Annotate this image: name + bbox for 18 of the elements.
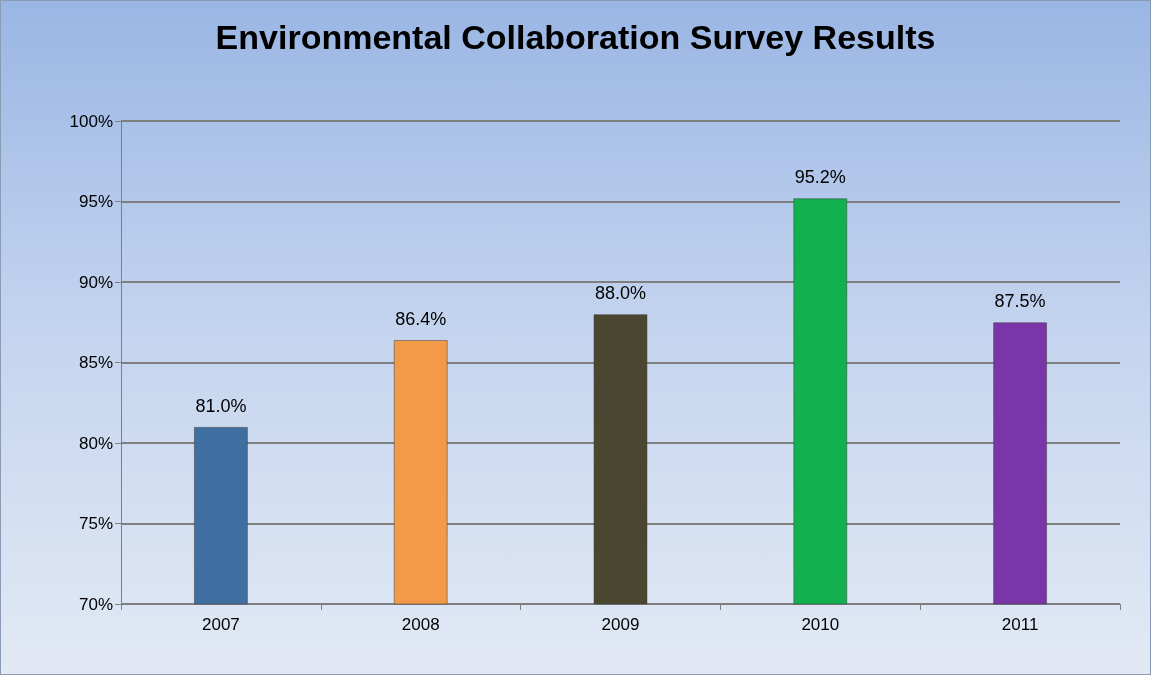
chart-title: Environmental Collaboration Survey Results bbox=[215, 18, 936, 56]
y-tick-label: 70% bbox=[78, 594, 113, 614]
data-label: 87.5% bbox=[994, 291, 1046, 312]
y-tick-label: 75% bbox=[78, 514, 113, 533]
x-tick-label: 2008 bbox=[401, 615, 440, 634]
y-tick-label: 100% bbox=[69, 111, 113, 131]
y-tick-label: 80% bbox=[78, 433, 113, 453]
data-label: 81.0% bbox=[195, 395, 247, 416]
x-tick-label: 2011 bbox=[1001, 615, 1039, 634]
data-label: 88.0% bbox=[594, 283, 647, 304]
y-tick-label: 95% bbox=[78, 192, 113, 211]
y-tick-label: 90% bbox=[78, 272, 113, 292]
data-label: 95.2% bbox=[794, 167, 846, 188]
x-tick-label: 2007 bbox=[201, 615, 240, 634]
y-tick-label: 85% bbox=[78, 353, 113, 372]
x-tick-label: 2010 bbox=[801, 615, 840, 634]
x-tick-label: 2009 bbox=[601, 615, 640, 634]
data-label: 86.4% bbox=[395, 308, 447, 329]
